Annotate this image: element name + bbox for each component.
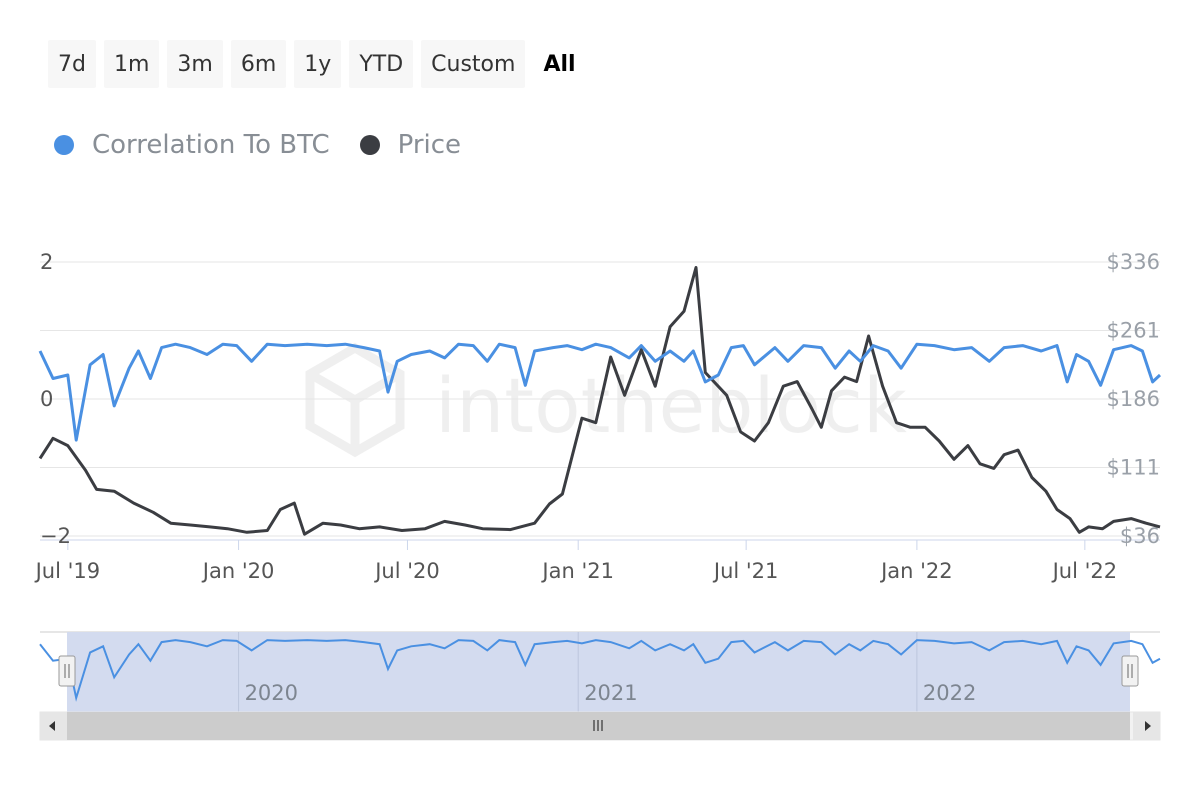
chart-grid — [40, 261, 1160, 537]
legend-item-price[interactable]: Price — [359, 130, 462, 160]
arrow-right-glyph — [1145, 721, 1151, 731]
y-left-tick-label: 2 — [40, 250, 53, 274]
y-right-tick-label: $186 — [1107, 387, 1160, 411]
grip-icon — [593, 720, 603, 731]
series-correlation-line — [38, 342, 1162, 442]
arrow-left-glyph — [49, 721, 55, 731]
chart-legend: Correlation To BTC Price — [54, 130, 461, 160]
legend-label-price: Price — [397, 130, 462, 160]
range-button-ytd[interactable]: YTD — [349, 40, 414, 88]
x-tick-label: Jul '21 — [712, 559, 779, 583]
navigator-year-label: 2020 — [245, 681, 298, 705]
range-selector: 7d 1m 3m 6m 1y YTD Custom All — [48, 40, 586, 88]
x-tick-label: Jul '22 — [1051, 559, 1118, 583]
series-price-line — [38, 266, 1161, 536]
x-axis: Jul '19 Jan '20 Jul '20 Jan '21 Jul '21 Jan '… — [34, 539, 1160, 583]
legend-label-correlation: Correlation To BTC — [92, 130, 330, 160]
y-axis-right: $336 $261 $186 $111 $36 — [1107, 250, 1160, 548]
x-tick-label: Jan '20 — [201, 559, 275, 583]
legend-item-correlation[interactable]: Correlation To BTC — [54, 130, 330, 160]
range-button-3m[interactable]: 3m — [167, 40, 223, 88]
range-button-1y[interactable]: 1y — [294, 40, 342, 88]
navigator-year-label: 2022 — [923, 681, 976, 705]
plot-area — [38, 266, 1162, 536]
range-button-6m[interactable]: 6m — [230, 40, 287, 88]
y-left-tick-label: 0 — [40, 387, 53, 411]
y-axis-left: 2 0 −2 — [40, 250, 71, 548]
legend-marker-price — [359, 135, 380, 155]
handle-icon — [58, 655, 76, 687]
arrow-left-icon[interactable] — [40, 712, 67, 740]
watermark-logo-icon — [305, 342, 405, 458]
x-tick-label: Jul '20 — [373, 559, 440, 583]
range-button-all[interactable]: All — [533, 40, 585, 88]
handle-icon — [1121, 655, 1139, 687]
y-right-tick-label: $336 — [1107, 250, 1160, 274]
x-tick-label: Jul '19 — [34, 559, 101, 583]
y-left-tick-label: −2 — [40, 524, 71, 548]
arrow-right-icon[interactable] — [1133, 712, 1160, 740]
navigator[interactable]: 2020 2021 2022 — [39, 631, 1161, 712]
range-button-custom[interactable]: Custom — [421, 40, 526, 88]
scrollbar[interactable] — [39, 711, 1161, 741]
navigator-handle-left[interactable] — [58, 655, 76, 687]
watermark-text: intotheblock — [435, 361, 907, 450]
y-right-tick-label: $36 — [1120, 524, 1160, 548]
y-right-tick-label: $261 — [1107, 319, 1160, 343]
navigator-handle-right[interactable] — [1121, 655, 1139, 687]
legend-marker-correlation — [54, 135, 74, 155]
x-tick-label: Jan '22 — [879, 559, 953, 583]
navigator-series-line — [39, 639, 1161, 702]
range-button-1m[interactable]: 1m — [103, 40, 160, 88]
y-right-tick-label: $111 — [1107, 456, 1160, 480]
navigator-year-label: 2021 — [584, 681, 637, 705]
range-button-7d[interactable]: 7d — [48, 40, 96, 88]
x-tick-label: Jan '21 — [540, 559, 614, 583]
